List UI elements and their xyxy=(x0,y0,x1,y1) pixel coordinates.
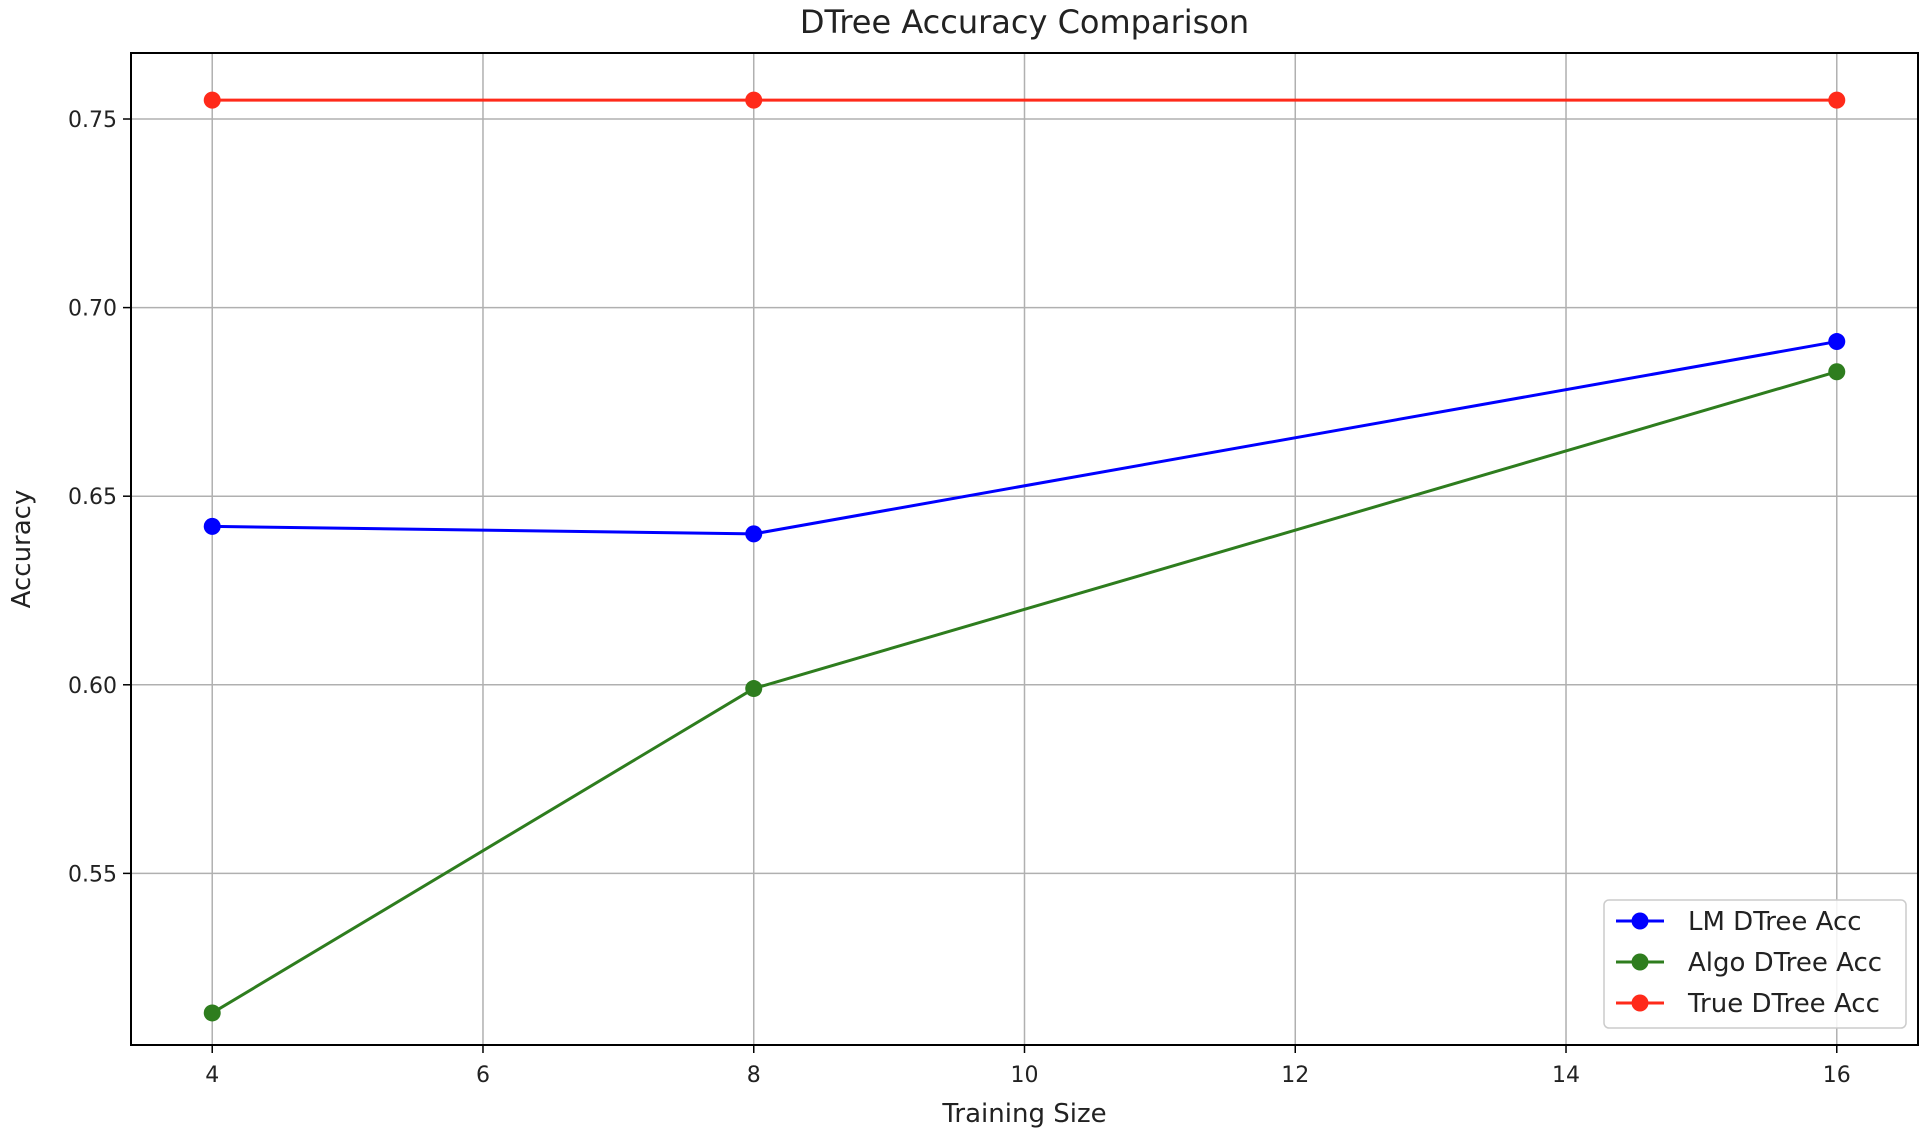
y-tick-label: 0.70 xyxy=(68,297,117,322)
legend-swatch-marker xyxy=(1631,994,1649,1012)
x-tick-label: 12 xyxy=(1281,1063,1309,1088)
data-point xyxy=(203,1004,221,1022)
x-axis-label: Training Size xyxy=(941,1099,1106,1129)
x-tick-label: 6 xyxy=(476,1063,490,1088)
legend-swatch-marker xyxy=(1631,912,1649,930)
x-tick-label: 14 xyxy=(1552,1063,1580,1088)
data-point xyxy=(203,517,221,535)
data-point xyxy=(1828,91,1846,109)
data-point xyxy=(745,91,763,109)
series-1 xyxy=(203,363,1846,1022)
x-tick-label: 10 xyxy=(1011,1063,1039,1088)
legend-item: True DTree Acc xyxy=(1616,989,1880,1019)
x-tick-label: 16 xyxy=(1823,1063,1851,1088)
data-point xyxy=(745,525,763,543)
legend-item: LM DTree Acc xyxy=(1616,907,1862,937)
series-layer xyxy=(203,91,1846,1022)
data-point xyxy=(1828,363,1846,381)
series-2 xyxy=(203,91,1846,109)
x-axis-ticks: 4 6 8 10 12 14 16 xyxy=(205,1045,1851,1088)
legend-label: Algo DTree Acc xyxy=(1688,948,1882,978)
y-tick-label: 0.65 xyxy=(68,485,117,510)
y-tick-label: 0.55 xyxy=(68,862,117,887)
data-point xyxy=(203,91,221,109)
x-tick-label: 4 xyxy=(205,1063,219,1088)
x-tick-label: 8 xyxy=(747,1063,761,1088)
y-tick-label: 0.75 xyxy=(68,108,117,133)
data-point xyxy=(745,680,763,698)
legend-box xyxy=(1603,899,1907,1029)
legend-swatch-marker xyxy=(1631,953,1649,971)
legend: LM DTree Acc Algo DTree Acc True DTree Acc xyxy=(1603,899,1907,1029)
legend-label: True DTree Acc xyxy=(1687,989,1880,1019)
legend-item: Algo DTree Acc xyxy=(1616,948,1882,978)
chart-title: DTree Accuracy Comparison xyxy=(800,3,1249,41)
y-axis-label: Accuracy xyxy=(7,490,37,609)
legend-label: LM DTree Acc xyxy=(1688,907,1862,937)
y-axis-ticks: 0.55 0.60 0.65 0.70 0.75 xyxy=(68,108,131,887)
data-point xyxy=(1828,333,1846,351)
grid xyxy=(131,53,1918,1045)
y-tick-label: 0.60 xyxy=(68,674,117,699)
series-0 xyxy=(203,333,1846,543)
